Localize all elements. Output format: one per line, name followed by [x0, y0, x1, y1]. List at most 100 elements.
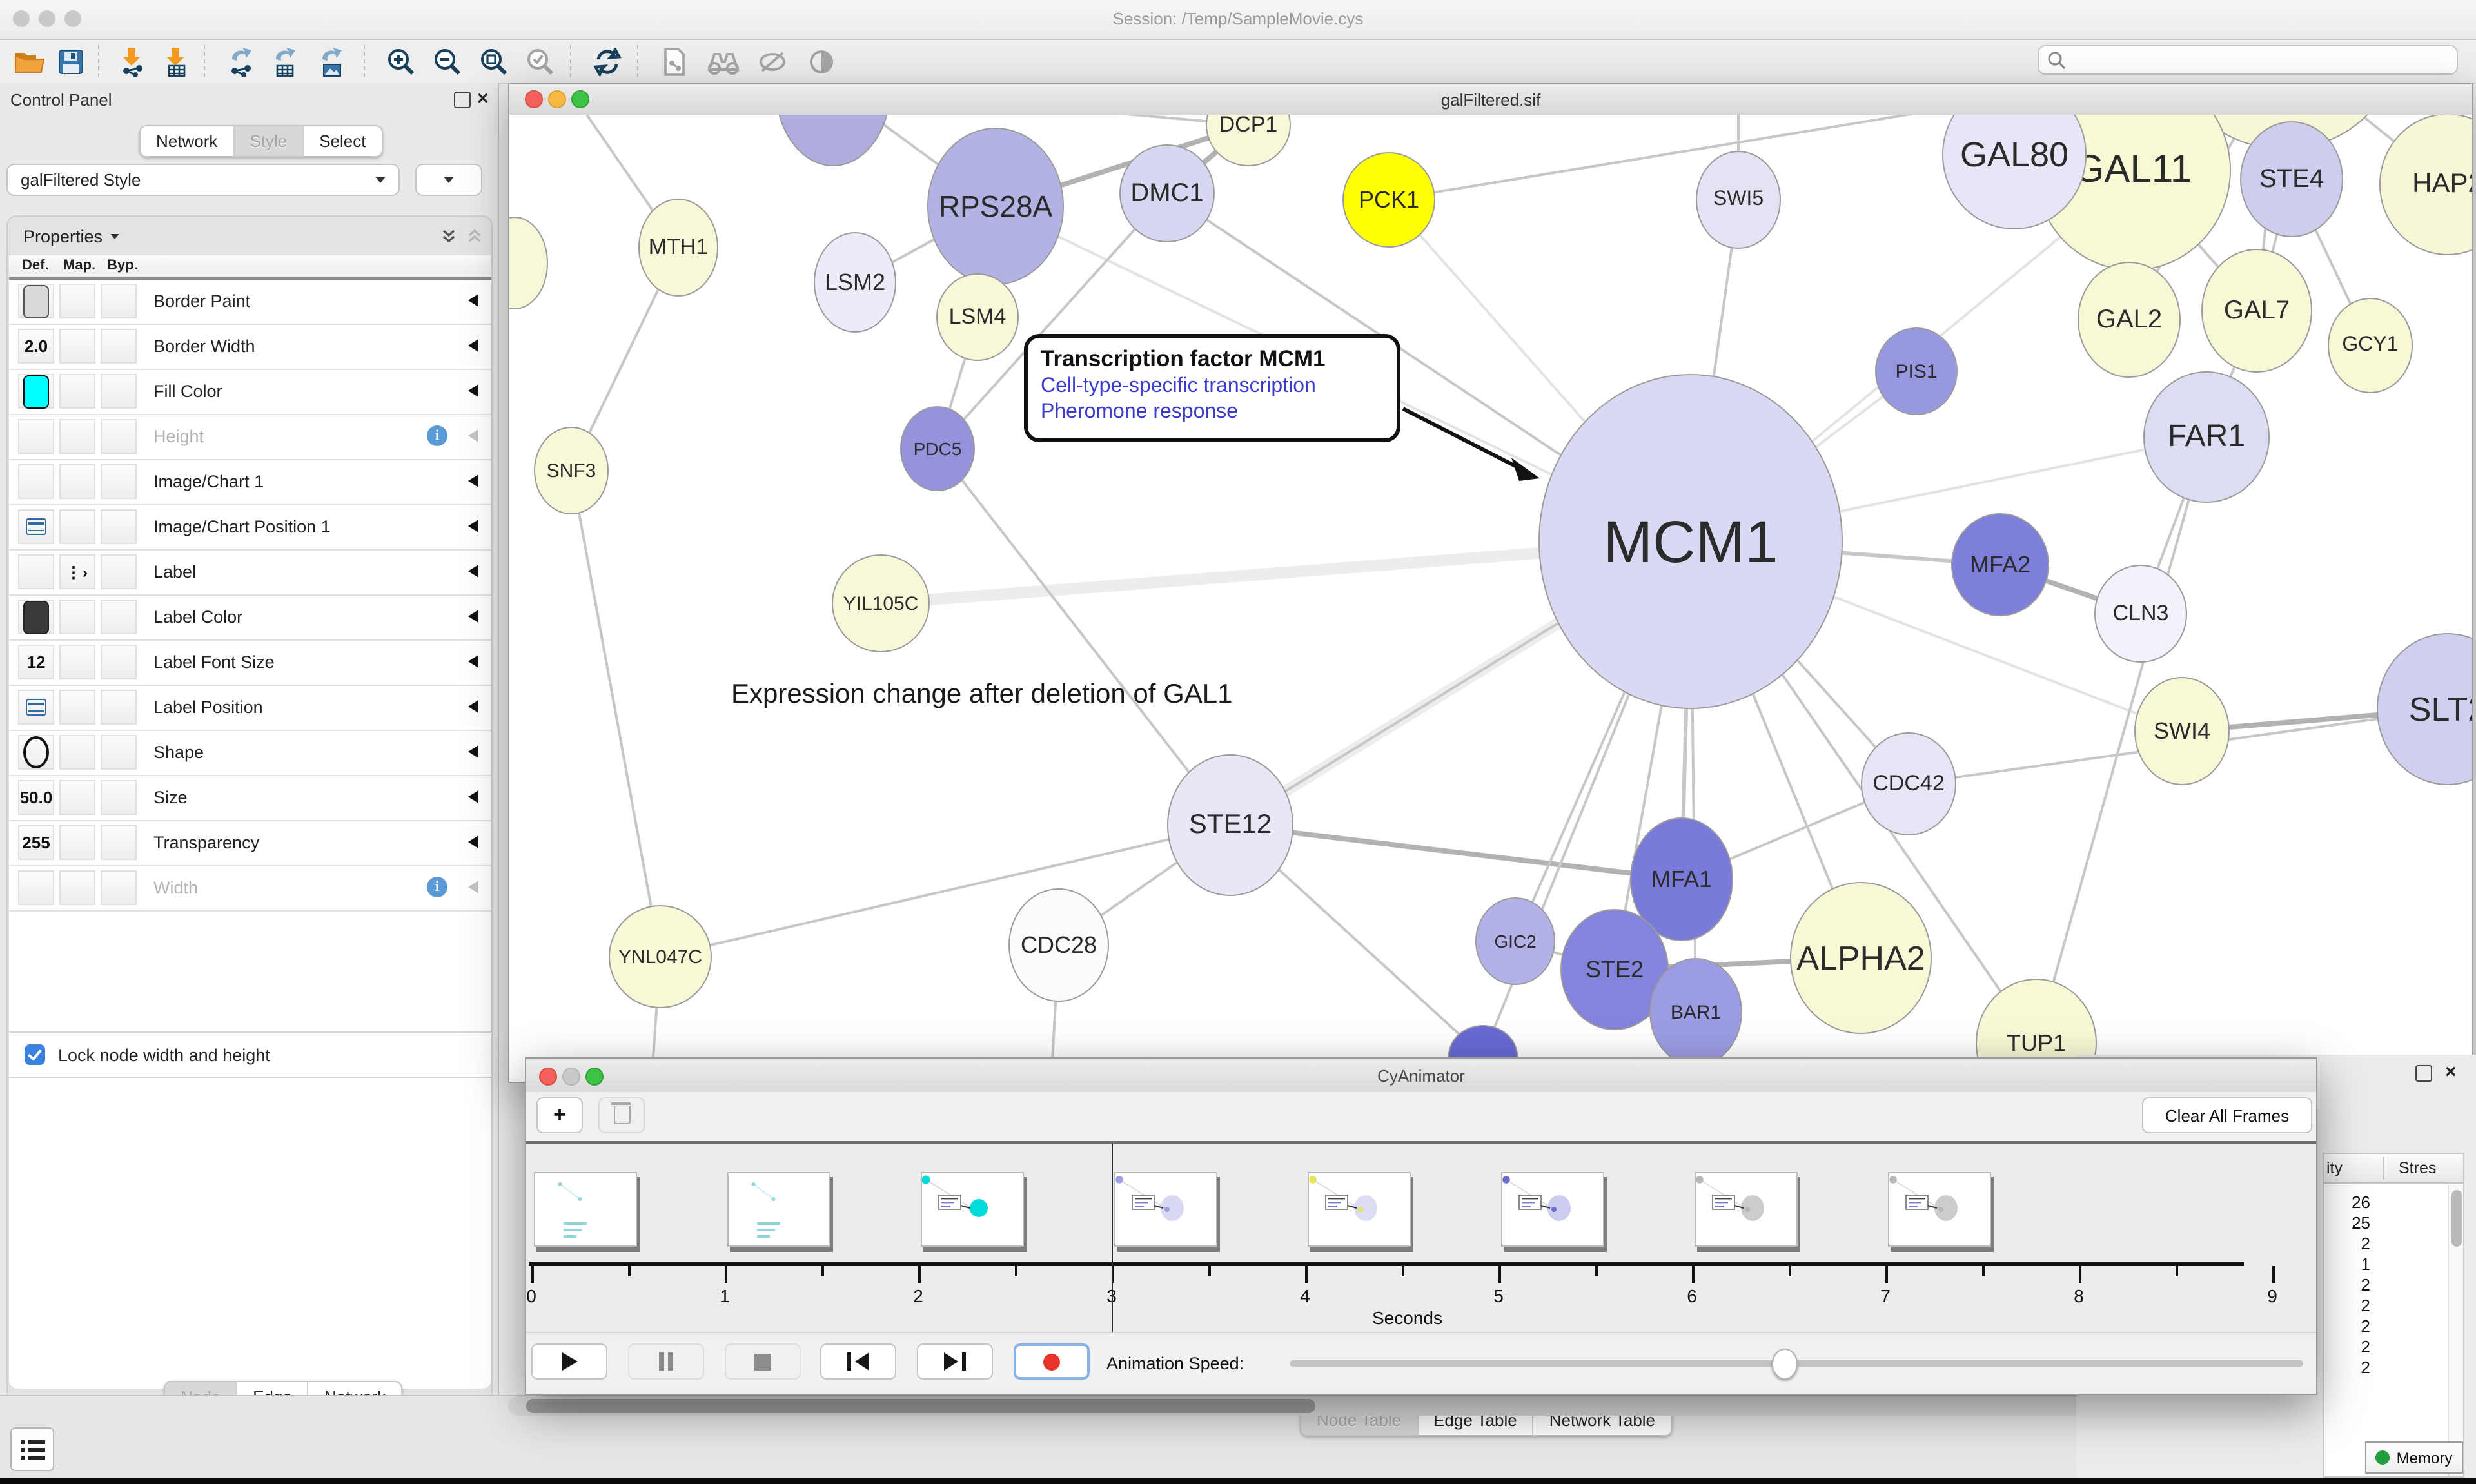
collapse-arrow-icon[interactable]: [468, 745, 478, 758]
save-session-button[interactable]: [52, 43, 90, 80]
collapse-arrow-icon[interactable]: [468, 384, 478, 397]
network-node-far1[interactable]: FAR1: [2143, 371, 2270, 503]
property-row-fill-color[interactable]: Fill Color: [9, 370, 491, 415]
property-row-border-paint[interactable]: Border Paint: [9, 280, 491, 325]
property-row-border-width[interactable]: 2.0 Border Width: [9, 325, 491, 370]
collapse-all-icon[interactable]: [467, 228, 482, 244]
zoom-window-icon[interactable]: [571, 90, 589, 108]
export-table-button[interactable]: [266, 43, 304, 80]
property-row-shape[interactable]: Shape: [9, 731, 491, 776]
open-session-button[interactable]: [10, 43, 49, 80]
network-node[interactable]: [509, 217, 548, 309]
network-node-swi4[interactable]: SWI4: [2134, 677, 2230, 785]
style-selector[interactable]: galFiltered Style: [6, 164, 400, 196]
search-input[interactable]: [2067, 50, 2433, 70]
frame-thumbnail-4s[interactable]: [1308, 1172, 1411, 1247]
annotation-link[interactable]: Cell-type-specific transcription: [1041, 375, 1316, 397]
import-table-button[interactable]: [157, 43, 196, 80]
network-node-hap2[interactable]: HAP2: [2379, 115, 2472, 255]
clear-all-frames-button[interactable]: Clear All Frames: [2142, 1097, 2312, 1133]
frame-thumbnail-0s[interactable]: [534, 1172, 637, 1247]
play-button[interactable]: [531, 1343, 607, 1380]
network-node-ste12[interactable]: STE12: [1167, 754, 1293, 896]
close-panel-icon[interactable]: ×: [477, 88, 489, 110]
collapse-arrow-icon[interactable]: [468, 565, 478, 578]
network-node-dcp1[interactable]: DCP1: [1206, 115, 1291, 166]
network-node-alpha2[interactable]: ALPHA2: [1790, 882, 1932, 1034]
zoom-selected-button[interactable]: [521, 43, 560, 80]
add-frame-button[interactable]: +: [536, 1097, 583, 1133]
delete-frame-button[interactable]: [598, 1097, 645, 1133]
network-node-cln3[interactable]: CLN3: [2094, 565, 2187, 663]
table-cell[interactable]: 1: [2361, 1255, 2370, 1274]
skip-to-end-button[interactable]: [917, 1343, 993, 1380]
hide-labels-button[interactable]: [753, 43, 792, 80]
network-node-gcy1[interactable]: GCY1: [2328, 298, 2413, 393]
close-window-icon[interactable]: [13, 10, 30, 27]
zoom-window-icon[interactable]: [64, 10, 81, 27]
minimize-window-icon[interactable]: [39, 10, 55, 27]
network-node[interactable]: [775, 115, 891, 166]
property-row-label-font-size[interactable]: 12 Label Font Size: [9, 641, 491, 686]
property-row-label-position[interactable]: Label Position: [9, 686, 491, 731]
table-cell[interactable]: 2: [2361, 1296, 2370, 1315]
collapse-arrow-icon[interactable]: [468, 700, 478, 713]
network-node-snf3[interactable]: SNF3: [534, 427, 609, 514]
close-window-icon[interactable]: [539, 1068, 557, 1086]
table-cell[interactable]: 2: [2361, 1358, 2370, 1377]
style-options-button[interactable]: [415, 164, 482, 196]
lock-size-checkbox[interactable]: [25, 1044, 45, 1065]
network-window-titlebar[interactable]: galFiltered.sif: [509, 84, 2472, 116]
property-row-height[interactable]: Height i: [9, 415, 491, 460]
frame-thumbnail-5s[interactable]: [1501, 1172, 1604, 1247]
zoom-window-icon[interactable]: [585, 1068, 604, 1086]
close-window-icon[interactable]: [525, 90, 543, 108]
cyanimator-titlebar[interactable]: CyAnimator: [526, 1059, 2316, 1093]
contrast-button[interactable]: [802, 43, 841, 80]
network-node-swi5[interactable]: SWI5: [1696, 151, 1781, 249]
binoculars-button[interactable]: [704, 43, 743, 80]
frame-thumbnail-1s[interactable]: [727, 1172, 830, 1247]
network-node-mfa1[interactable]: MFA1: [1630, 817, 1733, 941]
collapse-arrow-icon[interactable]: [468, 881, 478, 893]
collapse-arrow-icon[interactable]: [468, 835, 478, 848]
stop-button[interactable]: [725, 1343, 801, 1380]
annotation-link[interactable]: Pheromone response: [1041, 401, 1238, 423]
property-row-width[interactable]: Width i: [9, 866, 491, 912]
network-node-mth1[interactable]: MTH1: [638, 199, 718, 297]
network-node-mfa2[interactable]: MFA2: [1951, 513, 2049, 616]
network-node-slt2[interactable]: SLT2: [2377, 633, 2472, 785]
network-node-bar1[interactable]: BAR1: [1649, 958, 1742, 1066]
property-row-image-chart-position-1[interactable]: Image/Chart Position 1: [9, 505, 491, 551]
network-node-pdc5[interactable]: PDC5: [900, 406, 975, 491]
collapse-arrow-icon[interactable]: [468, 790, 478, 803]
collapse-arrow-icon[interactable]: [468, 520, 478, 532]
collapse-arrow-icon[interactable]: [468, 429, 478, 442]
export-image-button[interactable]: [312, 43, 351, 80]
network-node-gal7[interactable]: GAL7: [2201, 249, 2312, 373]
zoom-fit-button[interactable]: [475, 43, 513, 80]
zoom-out-button[interactable]: [428, 43, 467, 80]
properties-header[interactable]: Properties: [23, 227, 119, 246]
frame-thumbnail-7s[interactable]: [1888, 1172, 1991, 1247]
refresh-view-button[interactable]: [588, 43, 627, 80]
frame-thumbnail-6s[interactable]: [1695, 1172, 1798, 1247]
network-node-rps28a[interactable]: RPS28A: [927, 128, 1064, 285]
network-node-gal80[interactable]: GAL80: [1942, 115, 2087, 229]
property-row-size[interactable]: 50.0 Size: [9, 776, 491, 821]
network-node-ste4[interactable]: STE4: [2240, 121, 2343, 237]
table-cell[interactable]: 2: [2361, 1234, 2370, 1253]
close-panel-icon[interactable]: ×: [2445, 1061, 2457, 1083]
property-row-image-chart-1[interactable]: Image/Chart 1: [9, 460, 491, 505]
network-node-gic2[interactable]: GIC2: [1475, 897, 1555, 985]
tab-style[interactable]: Style: [234, 126, 304, 156]
collapse-arrow-icon[interactable]: [468, 655, 478, 668]
collapse-arrow-icon[interactable]: [468, 474, 478, 487]
pause-button[interactable]: [628, 1343, 704, 1380]
search-box[interactable]: [2038, 45, 2458, 75]
network-node-dmc1[interactable]: DMC1: [1119, 144, 1215, 242]
network-node-yil105c[interactable]: YIL105C: [832, 554, 930, 652]
tab-network[interactable]: Network: [141, 126, 235, 156]
frame-thumbnail-2s[interactable]: [921, 1172, 1024, 1247]
collapse-arrow-icon[interactable]: [468, 610, 478, 623]
